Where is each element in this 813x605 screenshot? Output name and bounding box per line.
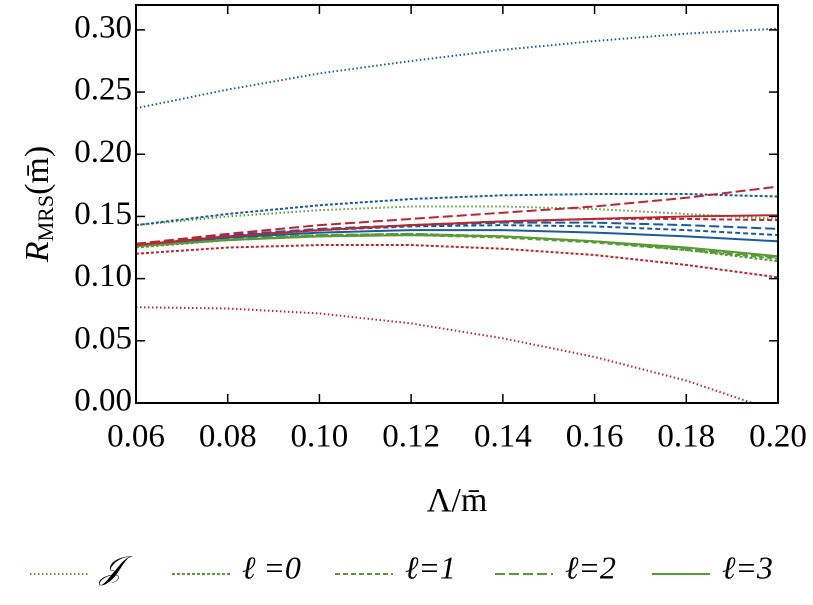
y-label-tail: (m̄) [19, 146, 56, 195]
series-line [136, 221, 778, 245]
y-axis-label: RMRS(m̄) [19, 146, 58, 263]
frame [135, 4, 779, 404]
legend-label: ℓ =0 [242, 549, 301, 585]
series-line [136, 229, 778, 247]
legend-label: ℓ=1 [405, 549, 456, 585]
legend-label: ℓ=2 [565, 549, 616, 585]
series-line [136, 232, 778, 259]
x-tick-label: 0.12 [382, 419, 440, 455]
series-line [136, 214, 778, 247]
y-tick-label: 0.25 [74, 72, 132, 108]
x-tick-label: 0.14 [474, 419, 532, 455]
x-tick-label: 0.06 [107, 419, 165, 455]
series-line [136, 185, 778, 245]
y-tick-label: 0.30 [74, 9, 132, 45]
x-tick-label: 0.10 [291, 419, 349, 455]
series-line [136, 306, 756, 403]
y-label-sub: MRS [33, 195, 58, 241]
legend-label: ℓ=3 [722, 549, 773, 585]
y-tick-label: 0.05 [74, 320, 132, 356]
y-label-main: R [19, 241, 56, 263]
x-tick-label: 0.18 [657, 419, 715, 455]
x-tick-label: 0.20 [749, 419, 807, 455]
y-tick-label: 0.10 [74, 258, 132, 294]
series-line [136, 244, 778, 279]
x-tick-label: 0.08 [199, 419, 257, 455]
series-line [136, 234, 778, 258]
y-tick-label: 0.15 [74, 196, 132, 232]
legend-label: 𝒥 [98, 549, 133, 585]
y-tick-label: 0.20 [74, 134, 132, 170]
x-axis-label: Λ/m̄ [427, 482, 488, 519]
x-tick-label: 0.16 [566, 419, 624, 455]
plot-area [136, 27, 778, 403]
series-line [136, 193, 778, 227]
y-tick-label: 0.00 [74, 383, 132, 419]
series-line [136, 27, 778, 110]
